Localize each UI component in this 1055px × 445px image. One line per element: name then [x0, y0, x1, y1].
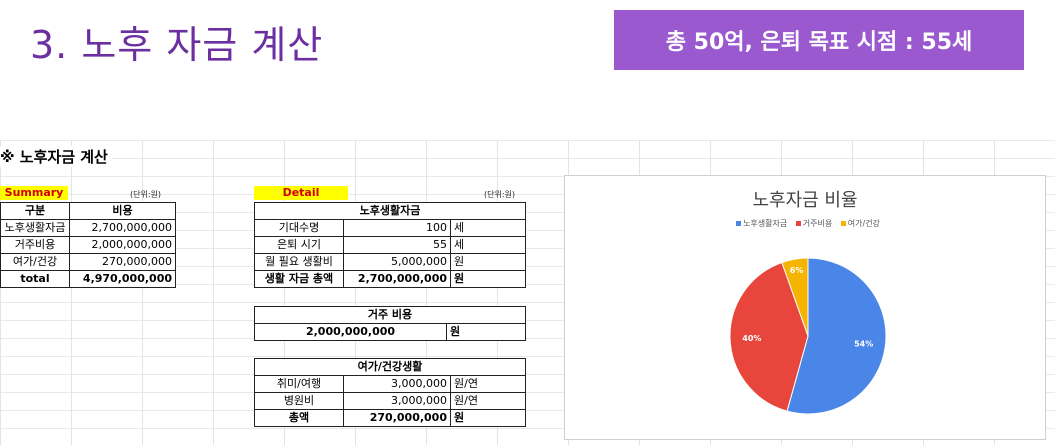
- summary-total-value: 4,970,000,000: [69, 270, 176, 288]
- pie-svg: 54% 40% 6%: [729, 257, 887, 415]
- summary-total-row: total 4,970,000,000: [0, 270, 176, 288]
- summary-row-value: 2,000,000,000: [69, 236, 176, 254]
- housing-value-row: 2,000,000,000 원: [254, 323, 526, 341]
- living-header: 노후생활자금: [254, 202, 526, 220]
- legend-swatch: [736, 221, 742, 226]
- living-row: 월 필요 생활비 5,000,000 원: [254, 253, 526, 271]
- legend-label: 거주비용: [802, 219, 833, 228]
- living-row-name: 은퇴 시기: [254, 236, 344, 254]
- pie-slice-label: 6%: [790, 266, 804, 275]
- living-row-unit: 세: [450, 219, 526, 237]
- pie-slice[interactable]: [786, 257, 887, 415]
- chart-title: 노후자금 비율: [752, 190, 858, 211]
- section-heading: ※ 노후자금 계산: [0, 146, 112, 167]
- housing-header: 거주 비용: [254, 306, 526, 324]
- housing-header-row: 거주 비용: [254, 306, 526, 324]
- leisure-total-value: 270,000,000: [343, 409, 451, 427]
- legend-swatch: [795, 221, 801, 226]
- page-title: 3. 노후 자금 계산: [30, 23, 324, 67]
- chart-legend: 노후생활자금 거주비용 여가/건강: [565, 218, 1045, 229]
- living-total-name: 생활 자금 총액: [254, 270, 344, 288]
- leisure-total-name: 총액: [254, 409, 344, 427]
- summary-row-name: 여가/건강: [0, 253, 70, 271]
- living-row-value: 100: [343, 219, 451, 237]
- summary-total-name: total: [0, 270, 70, 288]
- housing-value: 2,000,000,000: [254, 323, 447, 341]
- legend-label: 여가/건강: [847, 219, 880, 228]
- living-row: 기대수명 100 세: [254, 219, 526, 237]
- leisure-row: 취미/여행 3,000,000 원/연: [254, 375, 526, 393]
- leisure-table: 여가/건강생활 취미/여행 3,000,000 원/연 병원비 3,000,00…: [254, 358, 526, 427]
- housing-unit: 원: [446, 323, 526, 341]
- summary-label: Summary: [0, 186, 68, 200]
- summary-row: 노후생활자금 2,700,000,000: [0, 219, 176, 237]
- living-row-name: 월 필요 생활비: [254, 253, 344, 271]
- living-row: 은퇴 시기 55 세: [254, 236, 526, 254]
- pie-slice-label: 54%: [854, 340, 873, 349]
- living-total-unit: 원: [450, 270, 526, 288]
- pie-slice-label: 40%: [742, 334, 761, 343]
- summary-table: 구분 비용 노후생활자금 2,700,000,000 거주비용 2,000,00…: [0, 202, 176, 288]
- living-fund-table: 노후생활자금 기대수명 100 세 은퇴 시기 55 세 월 필요 생활비 5,…: [254, 202, 526, 288]
- goal-banner: 총 50억, 은퇴 목표 시점 : 55세: [614, 10, 1024, 70]
- living-row-value: 55: [343, 236, 451, 254]
- leisure-row: 병원비 3,000,000 원/연: [254, 392, 526, 410]
- summary-row-name: 노후생활자금: [0, 219, 70, 237]
- housing-table: 거주 비용 2,000,000,000 원: [254, 306, 526, 341]
- leisure-header-row: 여가/건강생활: [254, 358, 526, 376]
- living-row-value: 5,000,000: [343, 253, 451, 271]
- leisure-row-value: 3,000,000: [343, 375, 451, 393]
- summary-row: 여가/건강 270,000,000: [0, 253, 176, 271]
- summary-unit: (단위:원): [130, 190, 162, 199]
- legend-label: 노후생활자금: [743, 219, 788, 228]
- living-header-row: 노후생활자금: [254, 202, 526, 220]
- leisure-row-name: 취미/여행: [254, 375, 344, 393]
- pie-slice[interactable]: [781, 257, 809, 337]
- leisure-row-unit: 원/연: [450, 375, 526, 393]
- living-row-unit: 세: [450, 236, 526, 254]
- pie-slice[interactable]: [729, 261, 809, 412]
- summary-header-row: 구분 비용: [0, 202, 176, 220]
- leisure-header: 여가/건강생활: [254, 358, 526, 376]
- legend-swatch: [840, 221, 846, 226]
- summary-header-category: 구분: [0, 202, 70, 220]
- summary-header-cost: 비용: [69, 202, 176, 220]
- living-total-value: 2,700,000,000: [343, 270, 451, 288]
- leisure-total-row: 총액 270,000,000 원: [254, 409, 526, 427]
- detail-label: Detail: [254, 186, 348, 200]
- summary-row: 거주비용 2,000,000,000: [0, 236, 176, 254]
- leisure-total-unit: 원: [450, 409, 526, 427]
- leisure-row-value: 3,000,000: [343, 392, 451, 410]
- leisure-row-unit: 원/연: [450, 392, 526, 410]
- summary-row-name: 거주비용: [0, 236, 70, 254]
- summary-row-value: 270,000,000: [69, 253, 176, 271]
- living-row-unit: 원: [450, 253, 526, 271]
- living-total-row: 생활 자금 총액 2,700,000,000 원: [254, 270, 526, 288]
- summary-row-value: 2,700,000,000: [69, 219, 176, 237]
- leisure-row-name: 병원비: [254, 392, 344, 410]
- detail-unit: (단위:원): [484, 190, 516, 199]
- living-row-name: 기대수명: [254, 219, 344, 237]
- pie-chart[interactable]: 노후자금 비율 노후생활자금 거주비용 여가/건강 54% 40% 6%: [564, 175, 1046, 440]
